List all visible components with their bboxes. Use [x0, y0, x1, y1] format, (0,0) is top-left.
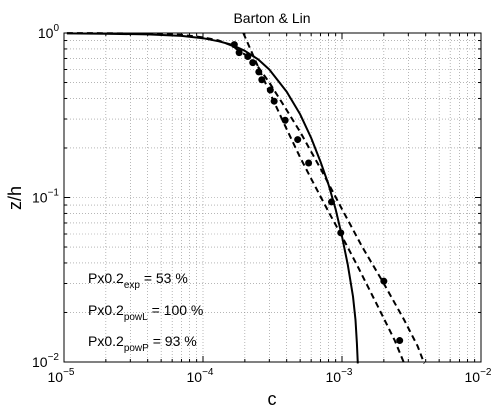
- data-point: [281, 116, 289, 124]
- data-point: [258, 76, 266, 84]
- data-point: [396, 337, 404, 345]
- data-point: [270, 97, 278, 105]
- annotation: Px0.2exp = 53 %: [88, 270, 188, 291]
- data-point: [249, 59, 257, 67]
- data-point: [235, 49, 243, 57]
- data-point: [337, 229, 345, 237]
- grid: [63, 32, 482, 363]
- annotation: Px0.2powP = 93 %: [88, 333, 197, 354]
- y-tick-label: 100: [38, 23, 60, 41]
- x-tick-label: 10−2: [465, 367, 492, 385]
- y-tick-label: 10−2: [32, 352, 59, 370]
- y-tick-label: 10−1: [32, 188, 59, 206]
- data-point: [255, 68, 263, 76]
- data-point: [266, 86, 274, 94]
- x-tick-label: 10−5: [48, 367, 75, 385]
- annotations: Px0.2exp = 53 % Px0.2powL = 100 % Px0.2pow…: [88, 270, 203, 354]
- y-axis-label: z/h: [5, 186, 25, 210]
- x-tick-label: 10−3: [326, 367, 353, 385]
- data-point: [244, 52, 252, 60]
- annotation: Px0.2powL = 100 %: [88, 302, 203, 323]
- x-tick-labels: 10−5 10−4 10−3 10−2: [48, 367, 492, 385]
- data-points: [230, 41, 404, 345]
- x-axis-label: c: [268, 389, 277, 409]
- data-point: [294, 136, 302, 144]
- data-point: [305, 159, 313, 167]
- ticks: [63, 33, 481, 363]
- chart-title: Barton & Lin: [233, 10, 310, 26]
- data-point: [230, 41, 238, 49]
- data-point: [327, 198, 335, 206]
- data-point: [380, 277, 388, 285]
- y-tick-labels: 10−2 10−1 100: [32, 23, 59, 370]
- x-tick-label: 10−4: [187, 367, 214, 385]
- curve-3: [242, 32, 406, 364]
